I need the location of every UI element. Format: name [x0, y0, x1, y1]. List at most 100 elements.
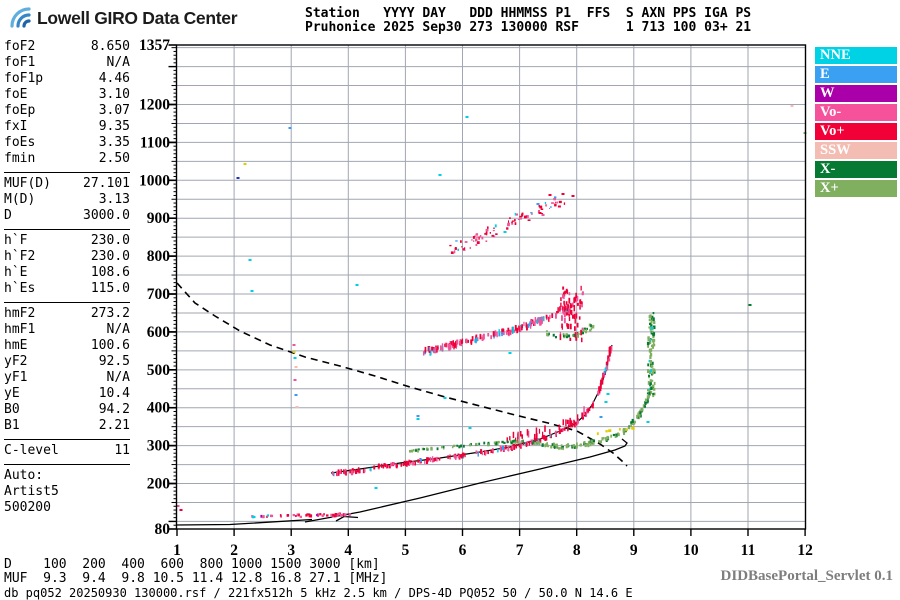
y-axis-label-1000: 1000 — [139, 172, 170, 189]
echo-dot-blue — [536, 203, 540, 205]
param-row-auto: Auto: — [4, 468, 130, 484]
param-label: h`Es — [4, 281, 36, 296]
y-axis-label-80: 80 — [155, 521, 171, 538]
param-value: 115.0 — [90, 281, 130, 296]
param-value: N/A — [106, 322, 130, 337]
giro-wave-icon — [10, 7, 31, 28]
echo-dot-yellow — [292, 351, 296, 353]
param-value: 3.07 — [98, 103, 130, 118]
x-axis-label-1: 1 — [173, 542, 181, 559]
echo-dot-x_minus — [748, 304, 752, 306]
echo-dot-cyan — [438, 174, 442, 176]
param-value: 94.2 — [98, 402, 130, 417]
echo-dot-vo_minus — [293, 379, 297, 381]
param-value: 92.5 — [98, 354, 130, 369]
x-axis-label-11: 11 — [741, 542, 756, 559]
x-axis-label-4: 4 — [344, 542, 352, 559]
param-value: 10.4 — [98, 386, 130, 401]
cluster-x1-asymptote-column — [646, 312, 656, 399]
param-row-b1: B1 2.21 — [4, 418, 130, 434]
param-row-he: h`E 108.6 — [4, 265, 130, 281]
station-header: Station YYYY DAY DDD HHMMSS P1 FFS S AXN… — [305, 7, 751, 34]
cluster-x1-trace-main — [532, 387, 651, 451]
param-label: Auto: — [4, 468, 44, 483]
echo-dot-cyan — [443, 397, 447, 399]
direction-legend: NNE E W Vo- Vo+ SSW X- X+ — [815, 47, 897, 199]
legend-item-e: E — [815, 66, 897, 83]
echo-dot-vo_plus — [548, 194, 552, 196]
x-axis-label-8: 8 — [573, 542, 581, 559]
param-row-clevel: C-level 11 — [4, 443, 130, 459]
echo-dot-cyan — [503, 231, 507, 233]
echo-dot-vo_minus — [292, 344, 296, 346]
param-label: hmF1 — [4, 322, 36, 337]
param-label: MUF(D) — [4, 176, 51, 191]
param-label: foE — [4, 87, 28, 102]
param-value: 11 — [114, 443, 130, 458]
echo-dot-yellow — [243, 163, 247, 165]
echo-dot-cyan — [468, 427, 472, 429]
param-label: hmF2 — [4, 306, 36, 321]
echo-dot-blue — [599, 416, 603, 418]
param-value: 108.6 — [90, 265, 130, 280]
param-label: foF1p — [4, 71, 44, 86]
parameter-panel: foF2 8.650 foF1 N/A foF1p 4.46 foE 3.10 foEp 3.07… — [4, 39, 130, 516]
echo-dot-vo_plus — [561, 193, 565, 195]
param-label: M(D) — [4, 192, 36, 207]
param-label: h`E — [4, 265, 28, 280]
param-label: foEp — [4, 103, 36, 118]
echo-dot-cyan — [293, 357, 297, 359]
echo-dot-ssw — [790, 105, 794, 107]
param-row-yf1: yF1 N/A — [4, 370, 130, 386]
param-row-artist5: Artist5 — [4, 484, 130, 500]
param-label: h`F2 — [4, 249, 36, 264]
param-row-md: M(D) 3.13 — [4, 192, 130, 208]
y-axis-label-200: 200 — [147, 476, 171, 493]
legend-item-x: X- — [815, 161, 897, 178]
y-axis-label-500: 500 — [147, 362, 171, 379]
param-row-500200: 500200 — [4, 500, 130, 516]
param-value: 230.0 — [90, 233, 130, 248]
param-label: h`F — [4, 233, 28, 248]
echo-dot-blue — [294, 394, 298, 396]
y-axis-label-400: 400 — [147, 400, 171, 417]
param-row-hf2: h`F2 230.0 — [4, 249, 130, 265]
param-value: N/A — [106, 55, 130, 70]
param-value: 3.10 — [98, 87, 130, 102]
param-value: 4.46 — [98, 71, 130, 86]
param-group-5: Auto: Artist5 500200 — [4, 464, 130, 516]
param-group-4: C-level 11 — [4, 439, 130, 459]
param-row-ye: yE 10.4 — [4, 386, 130, 402]
echo-dot-vo_plus — [538, 212, 542, 214]
logo-title: Lowell GIRO Data Center — [37, 7, 238, 28]
param-value: 3.35 — [98, 135, 130, 150]
cluster-f3-hop-cloud — [449, 196, 566, 254]
y-axis-label-700: 700 — [147, 286, 171, 303]
param-value: 3000.0 — [83, 208, 130, 223]
y-axis-label-1357: 1357 — [139, 37, 170, 54]
param-label: C-level — [4, 443, 59, 458]
cluster-f1-o-trace-data — [331, 345, 613, 477]
x-axis-label-10: 10 — [683, 542, 699, 559]
param-label: fmin — [4, 151, 36, 166]
param-label: D — [4, 208, 12, 223]
param-row-foes: foEs 3.35 — [4, 135, 130, 151]
echo-dot-blue — [416, 415, 420, 417]
echo-dot-cyan — [355, 284, 359, 286]
y-axis-label-1100: 1100 — [140, 134, 170, 151]
echo-dot-cyan — [604, 401, 608, 403]
y-axis-label-800: 800 — [147, 248, 171, 265]
x-axis-label-7: 7 — [516, 542, 524, 559]
param-label: B1 — [4, 418, 20, 433]
plot-border — [175, 44, 807, 530]
param-row-yf2: yF2 92.5 — [4, 354, 130, 370]
param-row-fof1: foF1 N/A — [4, 55, 130, 71]
param-row-hme: hmE 100.6 — [4, 338, 130, 354]
param-label: fxI — [4, 119, 28, 134]
param-row-fof2: foF2 8.650 — [4, 39, 130, 55]
echo-dot-cyan — [374, 487, 378, 489]
x-axis-label-12: 12 — [797, 542, 813, 559]
param-row-mufd: MUF(D) 27.101 — [4, 176, 130, 192]
param-label: foF1 — [4, 55, 36, 70]
legend-item-x: X+ — [815, 180, 897, 197]
